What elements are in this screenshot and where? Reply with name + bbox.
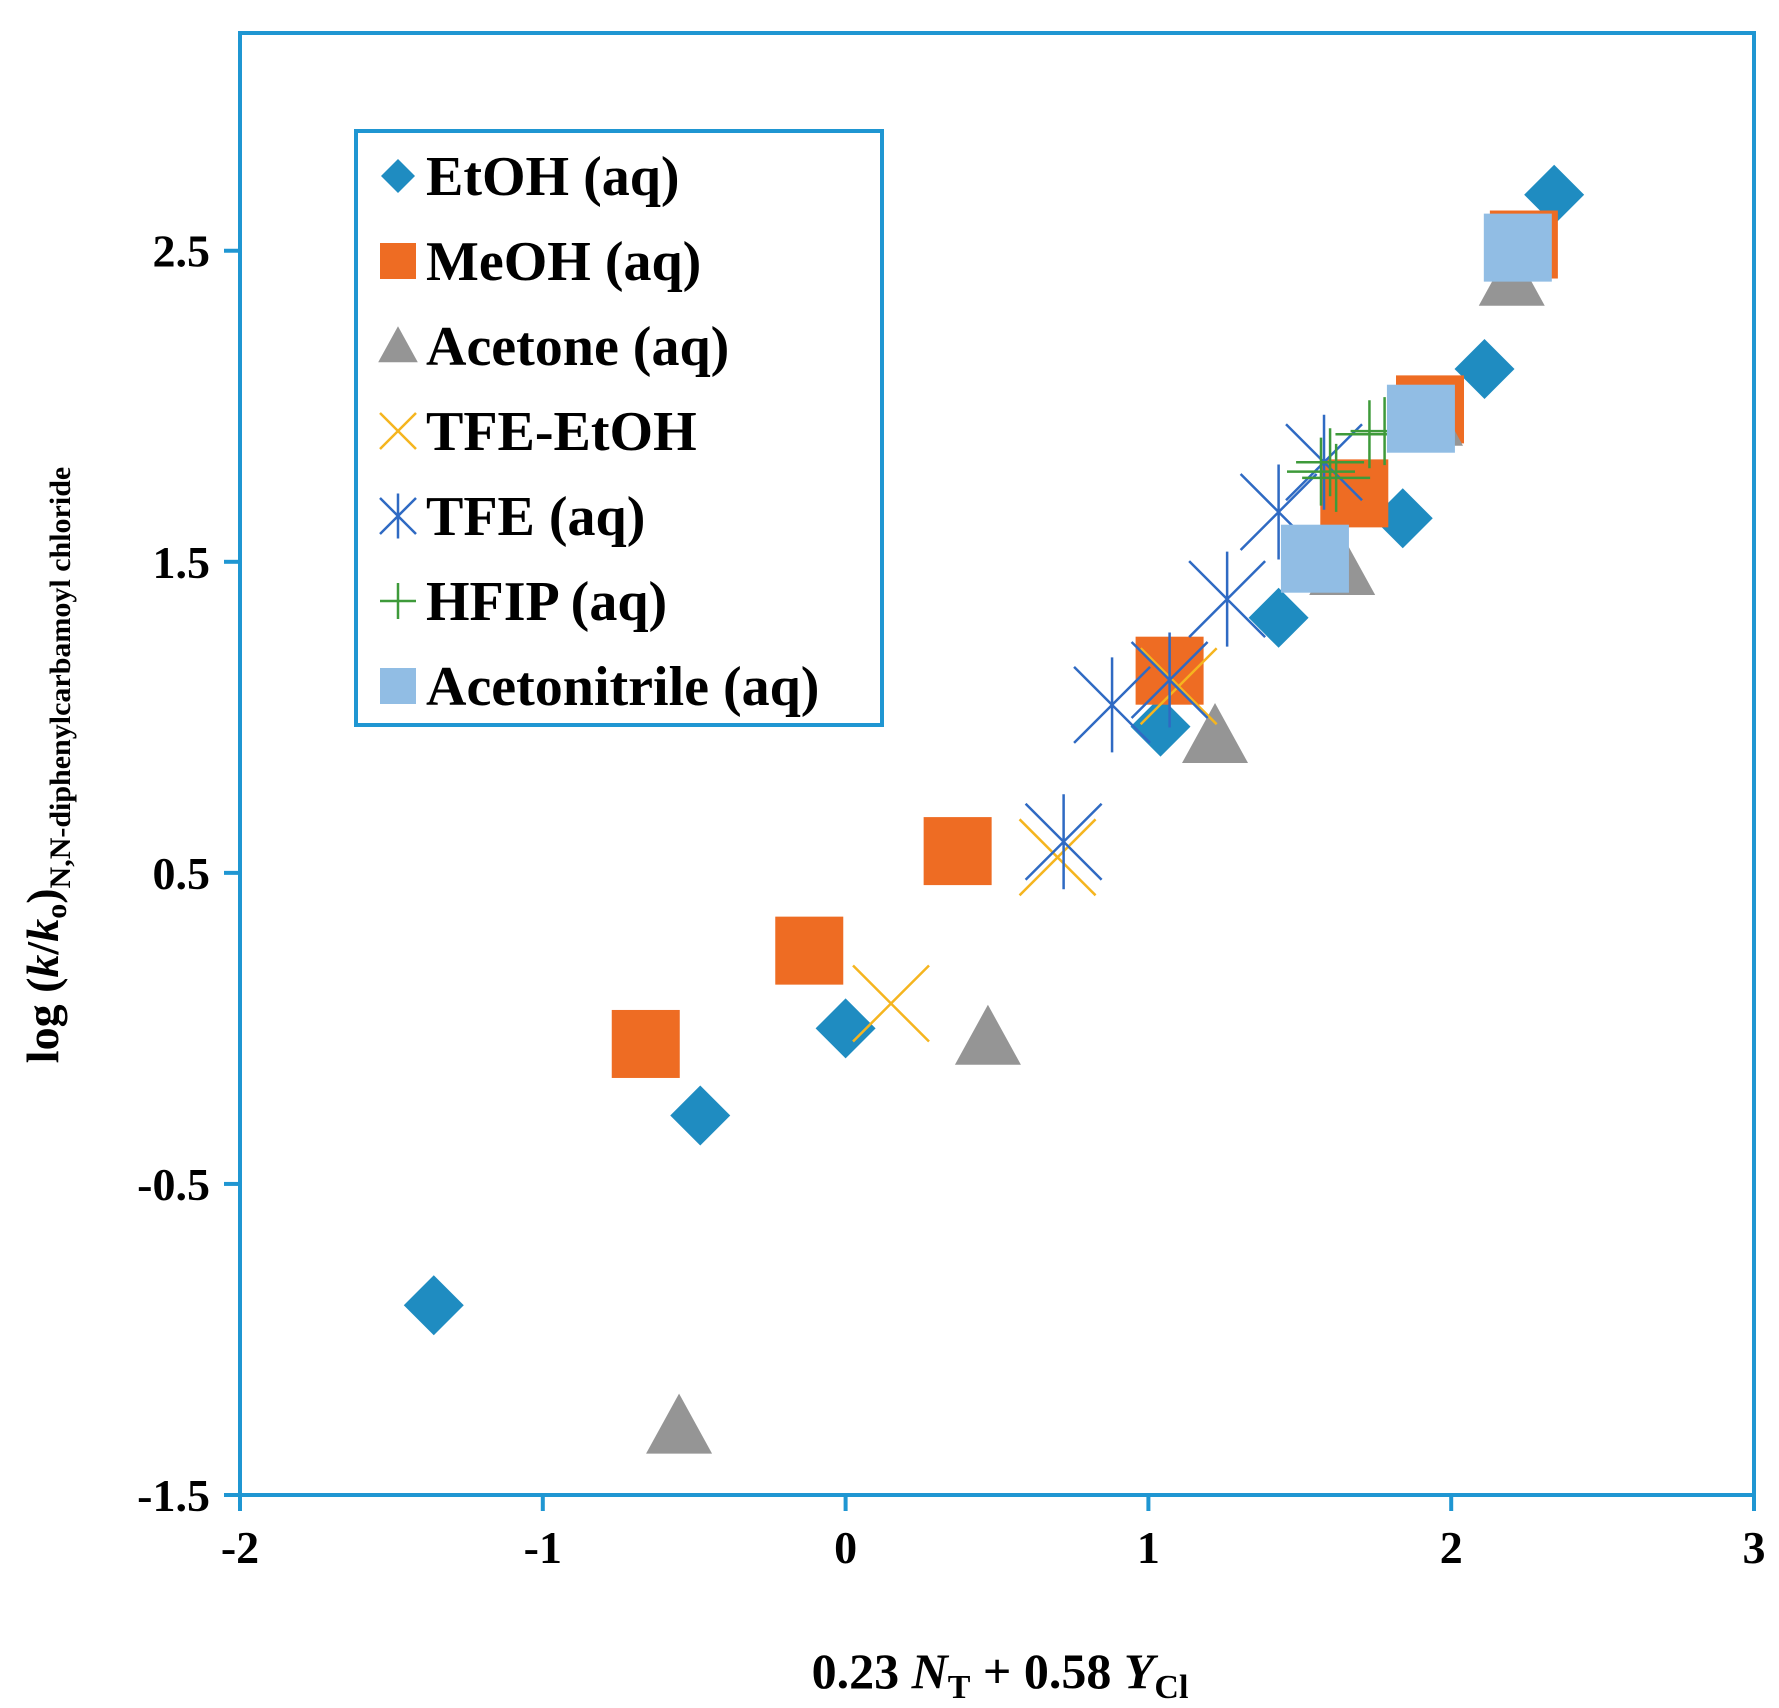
legend-marker [379,412,417,450]
y-tick-label: 1.5 [153,537,211,588]
x-title-coef1: 0.23 [812,1643,912,1699]
y-title-k: k [17,955,68,978]
x-axis-title: 0.23 NT + 0.58 YCl [812,1643,1189,1706]
data-point [1454,338,1515,399]
y-tick-label: -0.5 [137,1159,210,1210]
series-5 [1287,397,1419,512]
data-point [1130,696,1191,757]
y-tick-label: 0.5 [153,848,211,899]
data-point [1073,657,1151,753]
data-point [1483,213,1552,282]
x-title-y-sub: Cl [1154,1669,1188,1706]
legend-label: Acetonitrile (aq) [426,656,819,718]
x-tick-label: 1 [1137,1522,1160,1573]
x-tick-label: 3 [1743,1522,1766,1573]
data-point [646,1393,713,1454]
x-tick-label: -1 [524,1522,562,1573]
x-title-plus: + 0.58 [970,1643,1124,1699]
legend-marker [379,493,417,539]
data-point [1296,428,1365,497]
x-tick-label: 2 [1440,1522,1463,1573]
series-6 [1280,213,1552,593]
tick-labels: -2 -1 0 1 2 3 -1.5 -0.5 0.5 1.5 2.5 [137,226,1765,1573]
x-title-n: N [911,1643,950,1699]
data-point [775,916,844,985]
legend-items: EtOH (aq) MeOH (aq) Acetone (aq) TFE-EtOH TF… [378,146,819,718]
legend-marker [381,159,415,193]
data-point [403,1275,464,1336]
legend: EtOH (aq) MeOH (aq) Acetone (aq) TFE-EtOH TF… [354,129,884,727]
data-point [1248,587,1309,648]
data-point [923,817,992,886]
data-point [954,1004,1021,1065]
data-point [1182,703,1249,764]
data-point [1280,524,1349,593]
y-title-k0-sub: o [40,904,73,919]
legend-label: HFIP (aq) [426,571,667,633]
data-point [1302,443,1371,512]
legend-box [354,129,884,727]
data-point [815,998,876,1059]
legend-marker [378,326,418,363]
series-0 [403,164,1585,1336]
y-tick-label: -1.5 [137,1470,210,1521]
data-point [670,1085,731,1146]
legend-label: TFE (aq) [426,486,645,548]
data-point [1139,647,1218,726]
data-point [1287,437,1355,506]
legend-label: Acetone (aq) [426,316,729,378]
y-axis-title: log (k/ko)N,N-diphenylcarbamoyl chloride [17,467,77,1063]
axes [224,33,1756,1511]
data-point [1130,632,1209,728]
data-point [611,1009,680,1078]
y-title-k0: k [17,919,68,942]
x-tick-label: -2 [221,1522,259,1573]
y-title-prefix: log ( [17,978,68,1064]
data-point [1024,794,1103,890]
y-title-subscript: N,N-diphenylcarbamoyl chloride [44,467,77,889]
data-points [403,164,1585,1454]
legend-marker [380,583,416,619]
y-title-slash: / [17,941,68,956]
data-point [852,964,930,1043]
y-tick-label: 2.5 [153,226,211,277]
legend-label: MeOH (aq) [426,231,701,293]
legend-marker [380,243,416,279]
series-4 [1024,414,1363,890]
data-point [1386,384,1455,453]
series-3 [852,647,1218,1043]
data-point [1018,818,1097,897]
legend-marker [380,668,416,704]
x-title-n-sub: T [948,1669,971,1706]
x-title-y: Y [1124,1643,1159,1699]
legend-label: EtOH (aq) [426,146,680,208]
data-point [1188,551,1267,647]
data-point [1524,164,1585,225]
y-title-close: ) [17,888,68,903]
x-tick-label: 0 [834,1522,857,1573]
legend-label: TFE-EtOH [426,401,697,463]
